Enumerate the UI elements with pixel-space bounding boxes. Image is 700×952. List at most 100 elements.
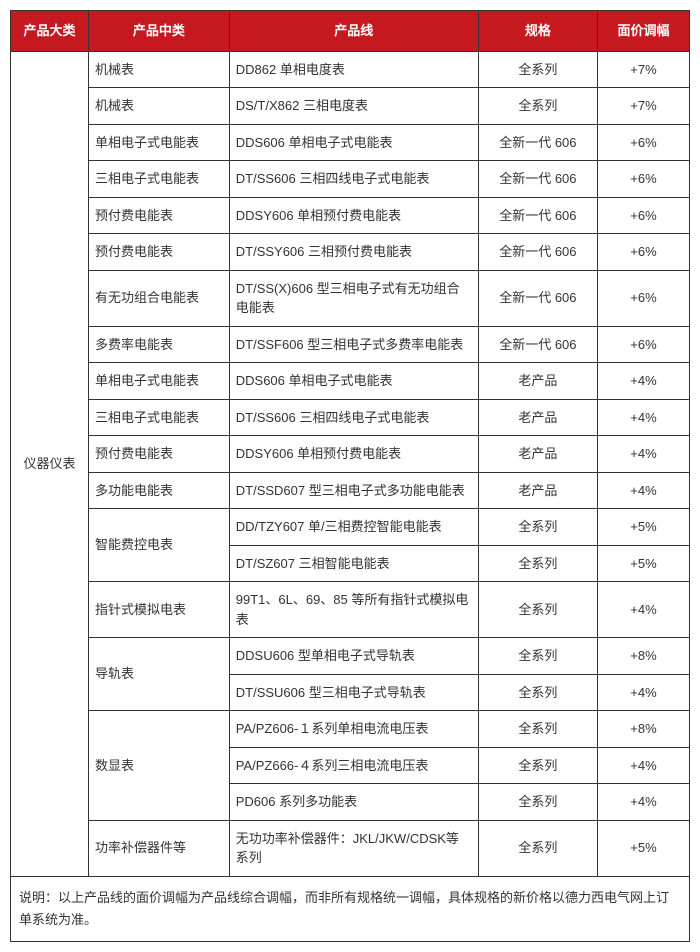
table-row: 有无功组合电能表DT/SS(X)606 型三相电子式有无功组合电能表全新一代 6… (11, 270, 690, 326)
spec-cell: 全新一代 606 (478, 270, 597, 326)
line-cell: DDSU606 型单相电子式导轨表 (229, 638, 478, 675)
spec-cell: 全系列 (478, 51, 597, 88)
adj-cell: +4% (597, 399, 689, 436)
adj-cell: +5% (597, 509, 689, 546)
mid-cell: 机械表 (88, 88, 229, 125)
mid-cell: 预付费电能表 (88, 197, 229, 234)
table-row: 智能费控电表DD/TZY607 单/三相费控智能电能表全系列+5% (11, 509, 690, 546)
table-row: 多费率电能表DT/SSF606 型三相电子式多费率电能表全新一代 606+6% (11, 326, 690, 363)
header-spec: 规格 (478, 11, 597, 52)
table-row: 预付费电能表DT/SSY606 三相预付费电能表全新一代 606+6% (11, 234, 690, 271)
mid-cell: 三相电子式电能表 (88, 161, 229, 198)
mid-cell: 指针式模拟电表 (88, 582, 229, 638)
line-cell: 99T1、6L、69、85 等所有指针式模拟电表 (229, 582, 478, 638)
mid-cell: 单相电子式电能表 (88, 124, 229, 161)
line-cell: DDS606 单相电子式电能表 (229, 363, 478, 400)
table-row: 三相电子式电能表DT/SS606 三相四线电子式电能表全新一代 606+6% (11, 161, 690, 198)
adj-cell: +7% (597, 88, 689, 125)
line-cell: DT/SSU606 型三相电子式导轨表 (229, 674, 478, 711)
adj-cell: +8% (597, 711, 689, 748)
adj-cell: +4% (597, 674, 689, 711)
table-row: 三相电子式电能表DT/SS606 三相四线电子式电能表老产品+4% (11, 399, 690, 436)
header-adj: 面价调幅 (597, 11, 689, 52)
note-cell: 说明：以上产品线的面价调幅为产品线综合调幅，而非所有规格统一调幅，具体规格的新价… (11, 876, 690, 941)
table-row: 指针式模拟电表99T1、6L、69、85 等所有指针式模拟电表全系列+4% (11, 582, 690, 638)
line-cell: DD862 单相电度表 (229, 51, 478, 88)
adj-cell: +4% (597, 747, 689, 784)
table-row: 导轨表DDSU606 型单相电子式导轨表全系列+8% (11, 638, 690, 675)
adj-cell: +6% (597, 270, 689, 326)
spec-cell: 全系列 (478, 582, 597, 638)
line-cell: PA/PZ606-１系列单相电流电压表 (229, 711, 478, 748)
spec-cell: 全系列 (478, 711, 597, 748)
line-cell: DT/SSD607 型三相电子式多功能电能表 (229, 472, 478, 509)
line-cell: DT/SS606 三相四线电子式电能表 (229, 161, 478, 198)
table-row: 数显表PA/PZ606-１系列单相电流电压表全系列+8% (11, 711, 690, 748)
spec-cell: 全系列 (478, 88, 597, 125)
spec-cell: 全新一代 606 (478, 234, 597, 271)
header-row: 产品大类 产品中类 产品线 规格 面价调幅 (11, 11, 690, 52)
spec-cell: 全系列 (478, 509, 597, 546)
line-cell: DT/SZ607 三相智能电能表 (229, 545, 478, 582)
line-cell: DT/SSF606 型三相电子式多费率电能表 (229, 326, 478, 363)
table-row: 机械表DS/T/X862 三相电度表全系列+7% (11, 88, 690, 125)
line-cell: PA/PZ666-４系列三相电流电压表 (229, 747, 478, 784)
spec-cell: 全系列 (478, 747, 597, 784)
header-line: 产品线 (229, 11, 478, 52)
adj-cell: +6% (597, 234, 689, 271)
spec-cell: 老产品 (478, 363, 597, 400)
line-cell: DDSY606 单相预付费电能表 (229, 197, 478, 234)
mid-cell: 功率补偿器件等 (88, 820, 229, 876)
table-row: 单相电子式电能表DDS606 单相电子式电能表全新一代 606+6% (11, 124, 690, 161)
line-cell: DDS606 单相电子式电能表 (229, 124, 478, 161)
line-cell: DD/TZY607 单/三相费控智能电能表 (229, 509, 478, 546)
mid-cell: 预付费电能表 (88, 436, 229, 473)
spec-cell: 全新一代 606 (478, 326, 597, 363)
adj-cell: +8% (597, 638, 689, 675)
adj-cell: +4% (597, 363, 689, 400)
spec-cell: 老产品 (478, 436, 597, 473)
table-row: 预付费电能表DDSY606 单相预付费电能表老产品+4% (11, 436, 690, 473)
line-cell: DT/SS(X)606 型三相电子式有无功组合电能表 (229, 270, 478, 326)
table-row: 单相电子式电能表DDS606 单相电子式电能表老产品+4% (11, 363, 690, 400)
mid-cell: 数显表 (88, 711, 229, 821)
mid-cell: 预付费电能表 (88, 234, 229, 271)
table-row: 多功能电能表DT/SSD607 型三相电子式多功能电能表老产品+4% (11, 472, 690, 509)
spec-cell: 全新一代 606 (478, 197, 597, 234)
line-cell: PD606 系列多功能表 (229, 784, 478, 821)
mid-cell: 智能费控电表 (88, 509, 229, 582)
adj-cell: +4% (597, 472, 689, 509)
price-table: 产品大类 产品中类 产品线 规格 面价调幅 仪器仪表机械表DD862 单相电度表… (10, 10, 690, 942)
line-cell: DS/T/X862 三相电度表 (229, 88, 478, 125)
table-body: 仪器仪表机械表DD862 单相电度表全系列+7%机械表DS/T/X862 三相电… (11, 51, 690, 941)
table-row: 功率补偿器件等无功功率补偿器件：JKL/JKW/CDSK等系列全系列+5% (11, 820, 690, 876)
table-row: 仪器仪表机械表DD862 单相电度表全系列+7% (11, 51, 690, 88)
mid-cell: 多功能电能表 (88, 472, 229, 509)
adj-cell: +6% (597, 197, 689, 234)
adj-cell: +5% (597, 545, 689, 582)
table-row: 预付费电能表DDSY606 单相预付费电能表全新一代 606+6% (11, 197, 690, 234)
line-cell: DT/SSY606 三相预付费电能表 (229, 234, 478, 271)
adj-cell: +6% (597, 326, 689, 363)
adj-cell: +7% (597, 51, 689, 88)
note-row: 说明：以上产品线的面价调幅为产品线综合调幅，而非所有规格统一调幅，具体规格的新价… (11, 876, 690, 941)
spec-cell: 老产品 (478, 472, 597, 509)
spec-cell: 全系列 (478, 820, 597, 876)
adj-cell: +4% (597, 582, 689, 638)
mid-cell: 三相电子式电能表 (88, 399, 229, 436)
mid-cell: 导轨表 (88, 638, 229, 711)
spec-cell: 全系列 (478, 545, 597, 582)
line-cell: DDSY606 单相预付费电能表 (229, 436, 478, 473)
spec-cell: 老产品 (478, 399, 597, 436)
mid-cell: 单相电子式电能表 (88, 363, 229, 400)
adj-cell: +4% (597, 784, 689, 821)
mid-cell: 有无功组合电能表 (88, 270, 229, 326)
header-category: 产品大类 (11, 11, 89, 52)
spec-cell: 全系列 (478, 638, 597, 675)
line-cell: 无功功率补偿器件：JKL/JKW/CDSK等系列 (229, 820, 478, 876)
adj-cell: +6% (597, 124, 689, 161)
line-cell: DT/SS606 三相四线电子式电能表 (229, 399, 478, 436)
adj-cell: +6% (597, 161, 689, 198)
spec-cell: 全系列 (478, 784, 597, 821)
adj-cell: +5% (597, 820, 689, 876)
